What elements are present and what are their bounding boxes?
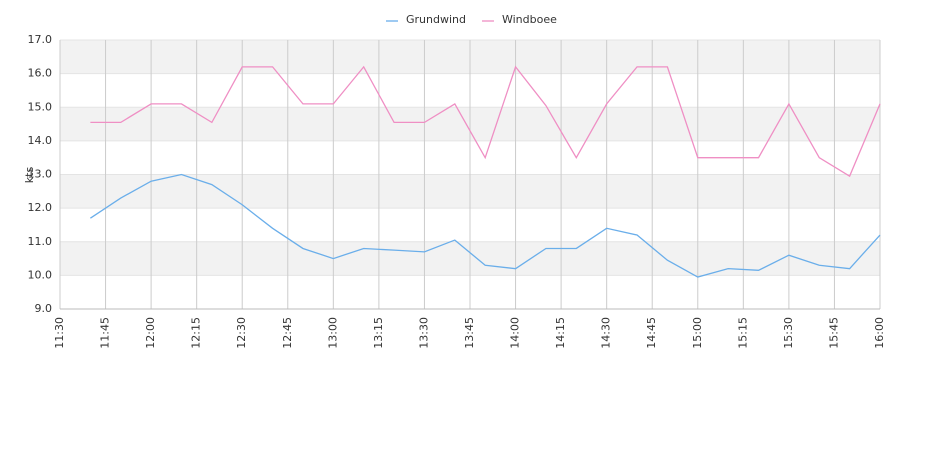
x-tick-label: 14:30 — [600, 317, 613, 349]
x-tick-label: 12:15 — [190, 317, 203, 349]
y-tick-label: 11.0 — [28, 235, 53, 248]
y-axis-label: kts — [23, 167, 36, 184]
x-tick-label: 16:00 — [873, 317, 886, 349]
x-tick-label: 14:00 — [509, 317, 522, 349]
y-tick-label: 9.0 — [35, 302, 53, 315]
y-tick-label: 10.0 — [28, 268, 53, 281]
y-tick-label: 13.0 — [28, 168, 53, 181]
legend-item: Grundwind — [386, 13, 466, 26]
y-tick-label: 14.0 — [28, 134, 53, 147]
legend-label: Windboee — [502, 13, 557, 26]
y-tick-label: 15.0 — [28, 100, 53, 113]
x-tick-label: 13:45 — [463, 317, 476, 349]
x-tick-label: 12:30 — [235, 317, 248, 349]
x-tick-label: 15:00 — [691, 317, 704, 349]
legend-label: Grundwind — [406, 13, 466, 26]
x-tick-label: 11:30 — [53, 317, 66, 349]
x-tick-label: 14:15 — [554, 317, 567, 349]
y-tick-label: 17.0 — [28, 33, 53, 46]
x-tick-label: 12:45 — [281, 317, 294, 349]
x-tick-label: 15:45 — [827, 317, 840, 349]
y-tick-label: 16.0 — [28, 67, 53, 80]
x-tick-label: 15:30 — [782, 317, 795, 349]
x-tick-label: 14:45 — [645, 317, 658, 349]
x-tick-label: 13:00 — [326, 317, 339, 349]
series-line — [90, 65, 881, 178]
x-tick-label: 15:15 — [736, 317, 749, 349]
series-line — [90, 173, 881, 278]
legend-item: Windboee — [481, 13, 557, 26]
x-tick-label: 13:15 — [372, 317, 385, 349]
x-tick-label: 13:30 — [417, 317, 430, 349]
x-tick-label: 11:45 — [99, 317, 112, 349]
y-tick-label: 12.0 — [28, 201, 53, 214]
x-tick-label: 12:00 — [144, 317, 157, 349]
